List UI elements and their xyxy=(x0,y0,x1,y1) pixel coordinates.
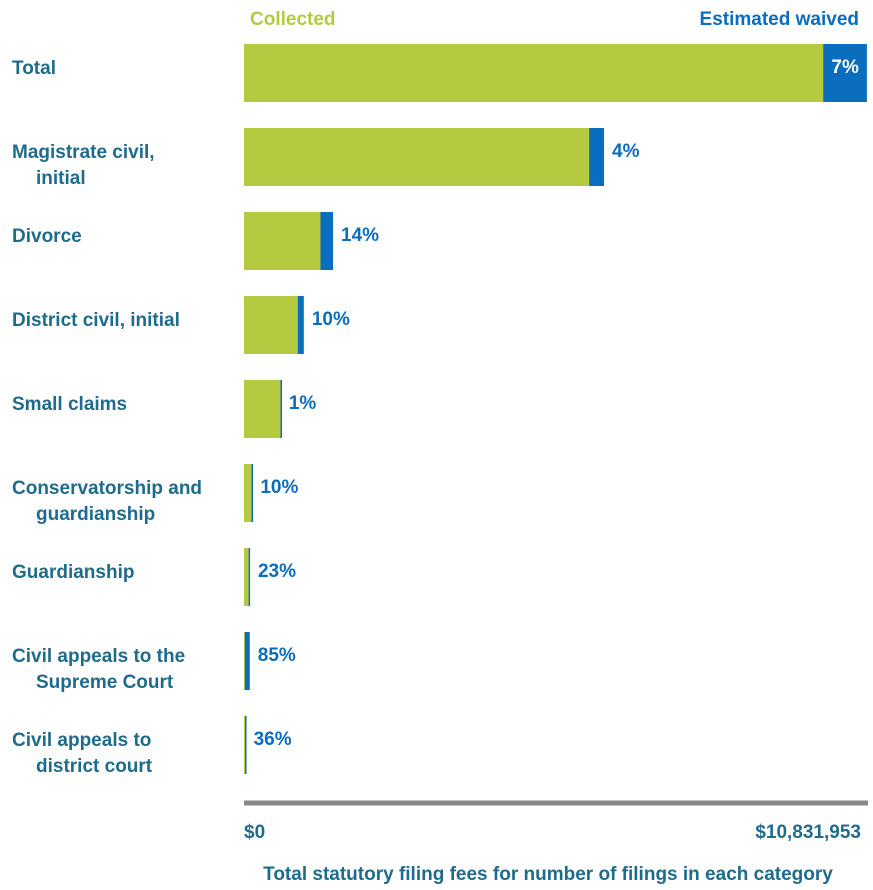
bar-collected xyxy=(244,380,281,438)
category-label: Civil appeals to the Supreme Court xyxy=(12,646,185,693)
x-axis-title: Total statutory filing fees for number o… xyxy=(263,864,833,885)
bar-collected xyxy=(244,128,590,186)
bar-estimated-waived xyxy=(251,464,253,522)
bar-collected xyxy=(244,212,321,270)
percent-label: 10% xyxy=(260,477,298,498)
category-label: Conservatorship and guardianship xyxy=(12,478,202,525)
percent-label: 14% xyxy=(341,225,379,246)
x-tick-min: $0 xyxy=(244,822,265,843)
percent-label: 4% xyxy=(612,141,640,162)
bar-estimated-waived xyxy=(248,548,251,606)
x-tick-max: $10,831,953 xyxy=(755,822,861,843)
bar-collected xyxy=(244,716,246,774)
category-label: Total xyxy=(12,58,56,79)
bar-estimated-waived xyxy=(823,44,867,102)
percent-label: 10% xyxy=(312,309,350,330)
bar-estimated-waived xyxy=(589,128,605,186)
bar-collected xyxy=(244,44,824,102)
bar-collected xyxy=(244,632,246,690)
category-label: Guardianship xyxy=(12,562,134,583)
percent-label: 1% xyxy=(289,393,317,414)
category-label: Magistrate civil, initial xyxy=(12,142,155,189)
bar-estimated-waived xyxy=(320,212,334,270)
bar-collected xyxy=(244,296,298,354)
category-label: Civil appeals to district court xyxy=(12,730,153,777)
bar-estimated-waived xyxy=(244,632,250,690)
category-label: Small claims xyxy=(12,394,127,415)
chart-rows: Total 7% Magistrate civil, initial 4% Divorce… xyxy=(12,44,867,777)
legend-estimated-waived: Estimated waived xyxy=(700,9,859,30)
percent-label: 36% xyxy=(254,729,292,750)
percent-label: 85% xyxy=(258,645,296,666)
bar-estimated-waived xyxy=(245,716,247,774)
category-label: Divorce xyxy=(12,226,82,247)
percent-label: 23% xyxy=(258,561,296,582)
bar-collected xyxy=(244,464,252,522)
bar-collected xyxy=(244,548,249,606)
percent-label: 7% xyxy=(831,57,859,78)
bar-estimated-waived xyxy=(280,380,283,438)
bar-estimated-waived xyxy=(297,296,304,354)
category-label: District civil, initial xyxy=(12,310,180,331)
legend-collected: Collected xyxy=(250,9,336,30)
